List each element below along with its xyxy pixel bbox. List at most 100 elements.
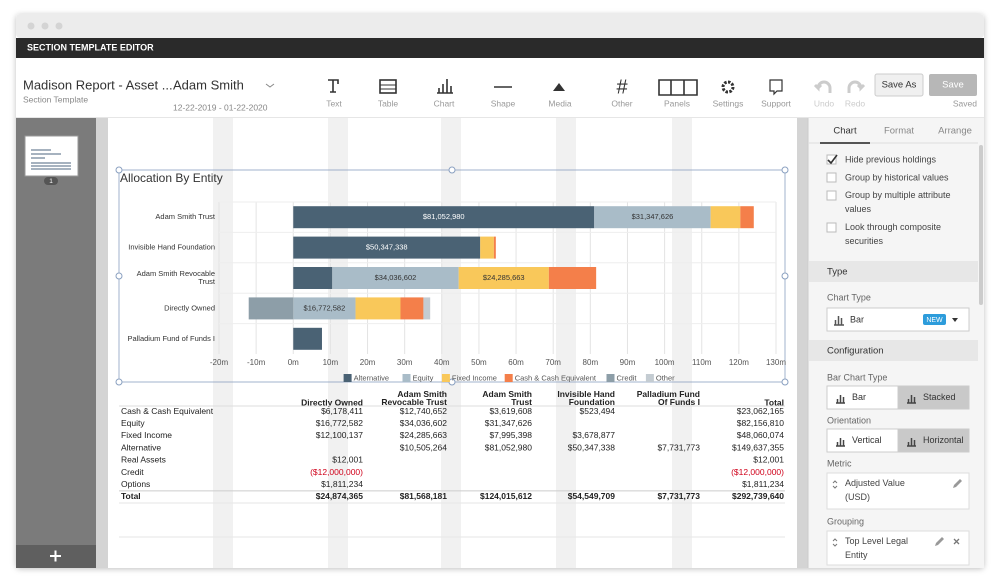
legend-label[interactable]: Equity [413, 373, 434, 382]
tool-label[interactable]: Undo [814, 98, 835, 108]
media-icon[interactable] [553, 83, 565, 91]
legend-swatch[interactable] [606, 374, 615, 382]
bar[interactable] [400, 297, 424, 320]
window-dot[interactable] [55, 22, 63, 30]
tool-label[interactable]: Text [326, 98, 342, 108]
checkbox[interactable] [826, 190, 837, 201]
tool-label[interactable]: Other [611, 98, 632, 108]
bar[interactable] [293, 236, 481, 259]
date-range[interactable]: 12-22-2019 - 01-22-2020 [173, 102, 268, 112]
tool-label[interactable]: Media [548, 98, 571, 108]
checkbox[interactable] [826, 154, 837, 165]
bar[interactable] [355, 297, 401, 320]
legend-swatch[interactable] [441, 374, 450, 382]
legend-label[interactable]: Alternative [354, 373, 389, 382]
redo-icon[interactable] [847, 80, 866, 93]
checkbox[interactable] [826, 172, 837, 183]
resize-handle[interactable] [781, 378, 789, 386]
segment-icon [907, 438, 916, 447]
bar[interactable] [594, 206, 711, 229]
window-dot[interactable] [27, 22, 35, 30]
edit-icon[interactable] [953, 479, 962, 488]
x-tick-label: 110m [692, 358, 712, 367]
field-box[interactable] [826, 472, 970, 510]
text-icon[interactable] [328, 79, 339, 93]
save-as-button[interactable] [874, 73, 924, 97]
tool-label[interactable]: Redo [845, 98, 866, 108]
bar[interactable] [332, 267, 459, 289]
checkbox-label[interactable]: Group by historical values [845, 172, 949, 182]
tool-label[interactable]: Chart [434, 98, 455, 108]
page-thumbnail[interactable] [24, 135, 79, 177]
report-name[interactable]: Madison Report - Asset ... [23, 77, 173, 92]
bar[interactable] [293, 267, 333, 289]
panel-tab[interactable]: Arrange [938, 126, 972, 137]
bar[interactable] [293, 206, 595, 229]
bar[interactable] [458, 267, 549, 289]
chart-icon[interactable] [437, 79, 453, 94]
other-icon[interactable]: # [616, 76, 628, 98]
checkbox[interactable] [826, 222, 837, 233]
segment-label[interactable]: Stacked [923, 392, 956, 402]
resize-handle[interactable] [781, 272, 789, 280]
edit-icon[interactable] [935, 537, 944, 546]
tool-label[interactable]: Panels [664, 98, 690, 108]
window-dot[interactable] [41, 22, 49, 30]
legend-swatch[interactable] [402, 374, 411, 382]
field-value[interactable]: Adjusted Value (USD) [845, 478, 905, 502]
field-box[interactable] [826, 530, 970, 566]
legend-swatch[interactable] [343, 374, 352, 382]
settings-icon[interactable] [721, 80, 735, 94]
x-tick-label: 10m [323, 358, 339, 367]
select-caret[interactable] [952, 318, 958, 322]
panel-tab[interactable]: Format [884, 126, 914, 137]
resize-handle[interactable] [115, 378, 123, 386]
legend-label[interactable]: Fixed Income [452, 373, 497, 382]
tool-label[interactable]: Settings [713, 98, 744, 108]
entity-caret[interactable] [265, 83, 275, 88]
support-icon[interactable] [769, 79, 783, 96]
panels-icon[interactable] [658, 79, 698, 96]
bar[interactable] [480, 236, 494, 259]
bar[interactable] [710, 206, 741, 229]
chart-type-select[interactable] [826, 307, 970, 332]
row-label: Cash & Cash Equivalent [121, 406, 214, 416]
segment-label[interactable]: Horizontal [923, 435, 964, 445]
resize-handle[interactable] [115, 272, 123, 280]
chart-type-value[interactable]: Bar [850, 314, 864, 324]
table-icon[interactable] [379, 79, 397, 94]
entity-select[interactable]: Adam Smith [173, 77, 244, 92]
segment-label[interactable]: Bar [852, 392, 866, 402]
bar[interactable] [293, 297, 356, 320]
field-value[interactable]: Top Level Legal Entity [845, 536, 908, 560]
legend-swatch[interactable] [504, 374, 513, 382]
bar[interactable] [248, 297, 294, 320]
bar[interactable] [740, 206, 754, 229]
resize-handle[interactable] [115, 166, 123, 174]
save-as-label[interactable]: Save As [882, 80, 917, 91]
bar[interactable] [293, 327, 322, 350]
legend-label[interactable]: Other [656, 373, 675, 382]
delete-icon[interactable] [953, 538, 960, 545]
legend-label[interactable]: Credit [617, 373, 638, 382]
panel-scrollbar[interactable] [979, 145, 983, 305]
tool-label[interactable]: Support [761, 98, 791, 108]
bar[interactable] [493, 236, 496, 259]
save-label[interactable]: Save [942, 80, 964, 91]
checkbox-label[interactable]: Hide previous holdings [845, 154, 937, 164]
add-page-button[interactable] [50, 550, 61, 562]
undo-icon[interactable] [813, 80, 832, 93]
resize-handle[interactable] [781, 166, 789, 174]
checkbox-label[interactable]: Look through composite securities [845, 222, 941, 246]
segment-label[interactable]: Vertical [852, 435, 882, 445]
panel-tab[interactable]: Chart [833, 126, 857, 137]
resize-handle[interactable] [448, 166, 456, 174]
save-button[interactable] [929, 74, 977, 96]
bar[interactable] [423, 297, 431, 320]
legend-label[interactable]: Cash & Cash Equivalent [515, 373, 597, 382]
legend-swatch[interactable] [645, 374, 654, 382]
tool-label[interactable]: Shape [491, 98, 516, 108]
bar[interactable] [548, 267, 597, 289]
tool-label[interactable]: Table [378, 98, 399, 108]
checkbox-label[interactable]: Group by multiple attribute values [845, 190, 951, 214]
